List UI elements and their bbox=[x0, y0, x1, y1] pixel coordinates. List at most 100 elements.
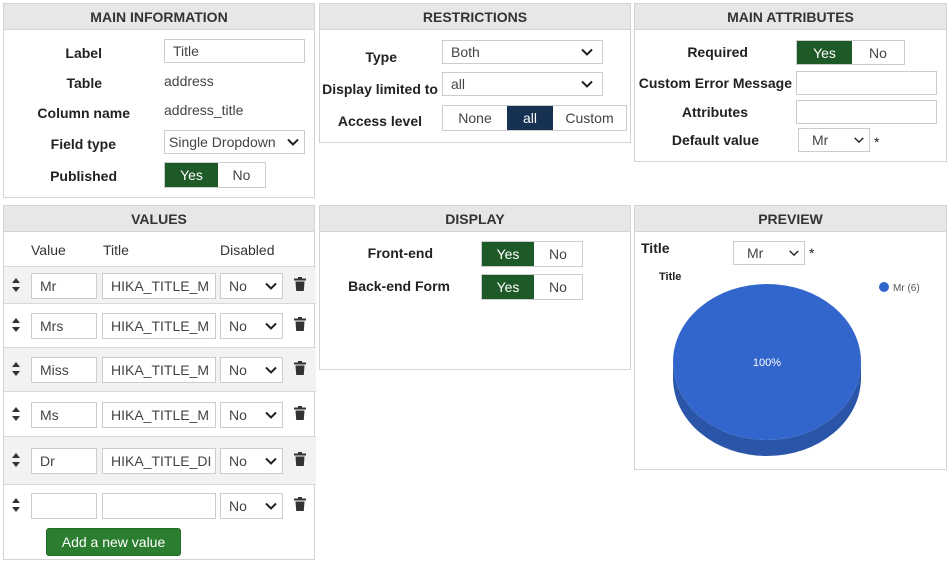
custom-error-input[interactable] bbox=[796, 71, 937, 95]
default-value-label: Default value bbox=[671, 132, 759, 148]
value-row: Mrs HIKA_TITLE_M No bbox=[4, 303, 316, 347]
trash-icon[interactable] bbox=[294, 497, 306, 511]
restrictions-panel: RESTRICTIONS Type Both Display limited t… bbox=[319, 3, 631, 143]
required-asterisk: * bbox=[874, 134, 880, 150]
column-header-disabled: Disabled bbox=[220, 242, 275, 258]
access-none-button[interactable]: None bbox=[443, 106, 507, 130]
disabled-select[interactable]: No bbox=[220, 448, 283, 474]
chevron-down-icon bbox=[854, 137, 864, 144]
title-input[interactable]: HIKA_TITLE_M bbox=[102, 313, 216, 339]
title-input[interactable] bbox=[102, 493, 216, 519]
drag-handle-icon[interactable] bbox=[11, 318, 21, 332]
value-input[interactable]: Mr bbox=[31, 273, 97, 299]
value-input[interactable]: Mrs bbox=[31, 313, 97, 339]
drag-handle-icon[interactable] bbox=[11, 453, 21, 467]
display-panel: DISPLAY Front-end Yes No Back-end Form Y… bbox=[319, 205, 631, 370]
preview-panel: PREVIEW Title Mr * Title 100% Mr (6) bbox=[634, 205, 947, 470]
column-name-value: address_title bbox=[164, 102, 244, 118]
attributes-input[interactable] bbox=[796, 100, 937, 124]
value-row: Ms HIKA_TITLE_M No bbox=[4, 391, 316, 436]
display-limited-select[interactable]: all bbox=[442, 72, 603, 96]
disabled-value: No bbox=[229, 453, 247, 469]
title-input[interactable]: HIKA_TITLE_DI bbox=[102, 448, 216, 474]
pie-chart: Title 100% Mr (6) bbox=[659, 271, 920, 456]
chevron-down-icon bbox=[265, 502, 277, 510]
chevron-down-icon bbox=[265, 457, 277, 465]
restrictions-title: RESTRICTIONS bbox=[320, 4, 630, 30]
disabled-select[interactable]: No bbox=[220, 357, 283, 383]
label-label: Label bbox=[65, 45, 102, 61]
back-end-form-label: Back-end Form bbox=[348, 278, 450, 294]
published-yes-button[interactable]: Yes bbox=[165, 163, 218, 187]
preview-title: PREVIEW bbox=[635, 206, 946, 232]
chevron-down-icon bbox=[265, 322, 277, 330]
display-title: DISPLAY bbox=[320, 206, 630, 232]
chevron-down-icon bbox=[581, 80, 593, 88]
pie-slice-side bbox=[673, 362, 861, 456]
main-information-title: MAIN INFORMATION bbox=[4, 4, 314, 30]
back-end-form-yes-button[interactable]: Yes bbox=[482, 275, 534, 299]
custom-error-label: Custom Error Message bbox=[638, 75, 792, 91]
main-information-panel: MAIN INFORMATION Label Title Table addre… bbox=[3, 3, 315, 198]
display-limited-label: Display limited to bbox=[322, 81, 438, 97]
disabled-select[interactable]: No bbox=[220, 402, 283, 428]
trash-icon[interactable] bbox=[294, 406, 306, 420]
title-input[interactable]: HIKA_TITLE_M bbox=[102, 357, 216, 383]
disabled-value: No bbox=[229, 498, 247, 514]
chart-title: Title bbox=[659, 271, 681, 283]
back-end-form-toggle: Yes No bbox=[481, 274, 583, 300]
trash-icon[interactable] bbox=[294, 277, 306, 291]
field-type-select[interactable]: Single Dropdown bbox=[164, 130, 305, 154]
legend-marker bbox=[879, 282, 889, 292]
disabled-select[interactable]: No bbox=[220, 273, 283, 299]
chevron-down-icon bbox=[265, 411, 277, 419]
title-input[interactable]: HIKA_TITLE_M bbox=[102, 402, 216, 428]
add-new-value-button[interactable]: Add a new value bbox=[46, 528, 181, 556]
front-end-yes-button[interactable]: Yes bbox=[482, 242, 534, 266]
pie-slice-Mr bbox=[673, 284, 861, 440]
disabled-value: No bbox=[229, 407, 247, 423]
trash-icon[interactable] bbox=[294, 452, 306, 466]
disabled-select[interactable]: No bbox=[220, 313, 283, 339]
value-row: Mr HIKA_TITLE_M No bbox=[4, 266, 316, 303]
published-label: Published bbox=[50, 168, 117, 184]
published-toggle: Yes No bbox=[164, 162, 266, 188]
chevron-down-icon bbox=[287, 138, 299, 146]
values-panel: VALUES Value Title Disabled Mr HIKA_TITLE… bbox=[3, 205, 316, 560]
field-type-value: Single Dropdown bbox=[169, 134, 276, 150]
type-label: Type bbox=[365, 49, 397, 65]
label-input[interactable]: Title bbox=[164, 39, 305, 63]
front-end-no-button[interactable]: No bbox=[534, 242, 582, 266]
access-custom-button[interactable]: Custom bbox=[553, 106, 626, 130]
value-input[interactable]: Ms bbox=[31, 402, 97, 428]
drag-handle-icon[interactable] bbox=[11, 407, 21, 421]
drag-handle-icon[interactable] bbox=[11, 278, 21, 292]
drag-handle-icon[interactable] bbox=[11, 362, 21, 376]
trash-icon[interactable] bbox=[294, 317, 306, 331]
trash-icon[interactable] bbox=[294, 361, 306, 375]
value-input[interactable]: Miss bbox=[31, 357, 97, 383]
column-name-label: Column name bbox=[37, 105, 130, 121]
back-end-form-no-button[interactable]: No bbox=[534, 275, 582, 299]
title-input[interactable]: HIKA_TITLE_M bbox=[102, 273, 216, 299]
type-select[interactable]: Both bbox=[442, 40, 603, 64]
preview-title-value: Mr bbox=[747, 245, 764, 261]
chevron-down-icon bbox=[265, 366, 277, 374]
value-row: Miss HIKA_TITLE_M No bbox=[4, 347, 316, 391]
required-label: Required bbox=[687, 44, 748, 60]
chevron-down-icon bbox=[789, 250, 799, 257]
drag-handle-icon[interactable] bbox=[11, 498, 21, 512]
published-no-button[interactable]: No bbox=[218, 163, 265, 187]
access-all-button[interactable]: all bbox=[507, 106, 553, 130]
table-label: Table bbox=[66, 75, 102, 91]
required-no-button[interactable]: No bbox=[852, 41, 904, 64]
chevron-down-icon bbox=[581, 48, 593, 56]
front-end-toggle: Yes No bbox=[481, 241, 583, 267]
value-input[interactable] bbox=[31, 493, 97, 519]
preview-title-select[interactable]: Mr bbox=[733, 241, 805, 265]
type-value: Both bbox=[451, 44, 480, 60]
required-yes-button[interactable]: Yes bbox=[797, 41, 852, 64]
default-value-select[interactable]: Mr bbox=[798, 128, 870, 152]
disabled-select[interactable]: No bbox=[220, 493, 283, 519]
value-input[interactable]: Dr bbox=[31, 448, 97, 474]
